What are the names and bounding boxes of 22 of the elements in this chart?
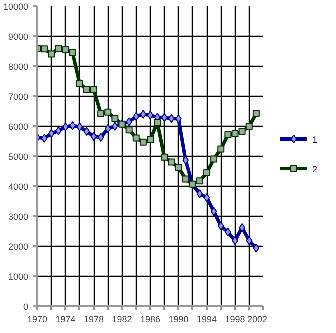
x-tick-label: 1978 [84, 314, 104, 324]
y-tick-label: 5000 [8, 152, 29, 162]
x-tick-label: 1974 [56, 314, 76, 324]
x-tick-label: 2002 [247, 314, 268, 324]
y-tick-label: 9000 [8, 32, 29, 42]
y-tick-label: 10000 [3, 2, 29, 12]
y-tick-label: 7000 [8, 92, 29, 102]
x-tick-label: 1986 [140, 314, 161, 324]
y-tick-label: 8000 [8, 62, 29, 72]
x-tick-label: 1998 [225, 314, 246, 324]
legend-label: 1 [312, 134, 318, 145]
legend-label: 2 [312, 164, 318, 174]
x-tick-label: 1982 [112, 314, 132, 324]
y-tick-label: 0 [23, 302, 29, 312]
x-tick-label: 1990 [168, 314, 189, 324]
x-tick-label: 1994 [196, 314, 218, 324]
x-tick-label: 1970 [27, 314, 48, 324]
y-tick-label: 3000 [8, 212, 29, 222]
y-tick-label: 4000 [8, 182, 29, 192]
y-tick-label: 6000 [8, 122, 29, 132]
y-tick-label: 1000 [8, 272, 29, 282]
y-tick-label: 2000 [8, 242, 29, 252]
